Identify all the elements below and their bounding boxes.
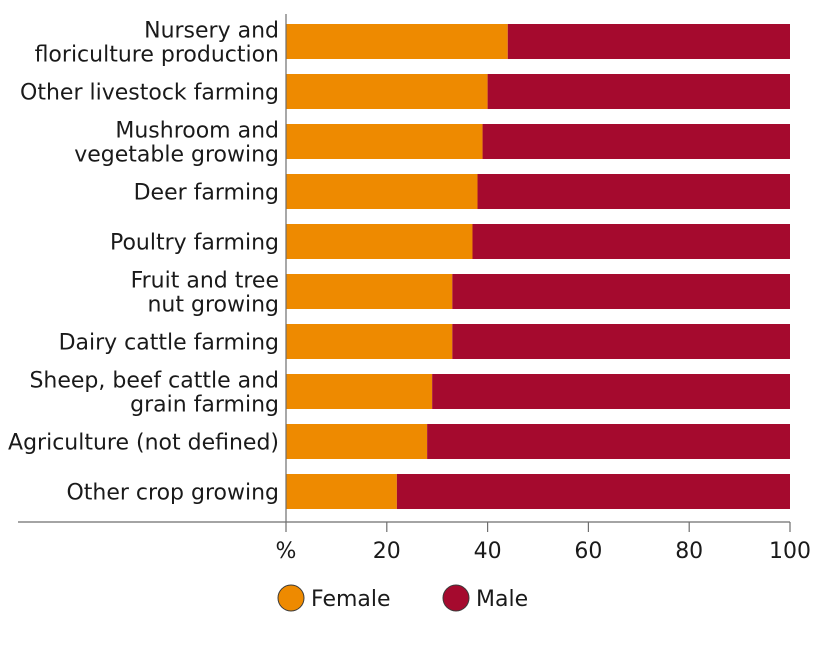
bar-male-2	[482, 124, 790, 159]
bar-female-1	[286, 74, 488, 109]
legend: Female Male	[277, 584, 528, 612]
x-tick-labels: % 20 40 60 80 100	[276, 539, 811, 564]
bar-female-6	[286, 324, 453, 359]
category-label-3: Deer farming	[134, 181, 279, 206]
bar-male-8	[427, 424, 790, 459]
bar-female-5	[286, 274, 453, 309]
bar-male-5	[452, 274, 790, 309]
category-labels: Nursery and floriculture production Other …	[8, 19, 279, 506]
bar-female-9	[286, 474, 397, 509]
bar-male-3	[477, 174, 790, 209]
category-label-0: Nursery and floriculture production	[35, 19, 279, 68]
category-label-9: Other crop growing	[66, 481, 279, 506]
bar-male-0	[507, 24, 790, 59]
legend-swatch-male	[442, 584, 470, 612]
axes-group	[18, 14, 791, 532]
bar-female-8	[286, 424, 428, 459]
category-label-7: Sheep, beef cattle and grain farming	[29, 369, 279, 418]
bar-male-6	[452, 324, 790, 359]
category-label-6: Dairy cattle farming	[59, 331, 279, 356]
category-label-1: Other livestock farming	[20, 81, 279, 106]
x-tick-label-100: 100	[769, 539, 811, 564]
bar-female-2	[286, 124, 483, 159]
x-tick-label-0: %	[276, 539, 297, 564]
bar-male-4	[472, 224, 790, 259]
legend-label-male: Male	[476, 587, 528, 612]
legend-label-female: Female	[311, 587, 391, 612]
category-label-4: Poultry farming	[110, 231, 279, 256]
bar-male-1	[487, 74, 790, 109]
bar-female-4	[286, 224, 473, 259]
category-label-2: Mushroom and vegetable growing	[74, 119, 279, 168]
bars-group	[286, 24, 790, 509]
x-tick-label-40: 40	[474, 539, 502, 564]
category-label-5: Fruit and tree nut growing	[131, 269, 279, 318]
bar-male-9	[396, 474, 790, 509]
category-label-8: Agriculture (not defined)	[8, 431, 279, 456]
x-tick-label-60: 60	[574, 539, 602, 564]
bar-female-7	[286, 374, 433, 409]
x-tick-label-80: 80	[675, 539, 703, 564]
bar-female-0	[286, 24, 508, 59]
bar-male-7	[432, 374, 790, 409]
x-tick-label-20: 20	[373, 539, 401, 564]
legend-swatch-female	[277, 584, 305, 612]
bar-female-3	[286, 174, 478, 209]
